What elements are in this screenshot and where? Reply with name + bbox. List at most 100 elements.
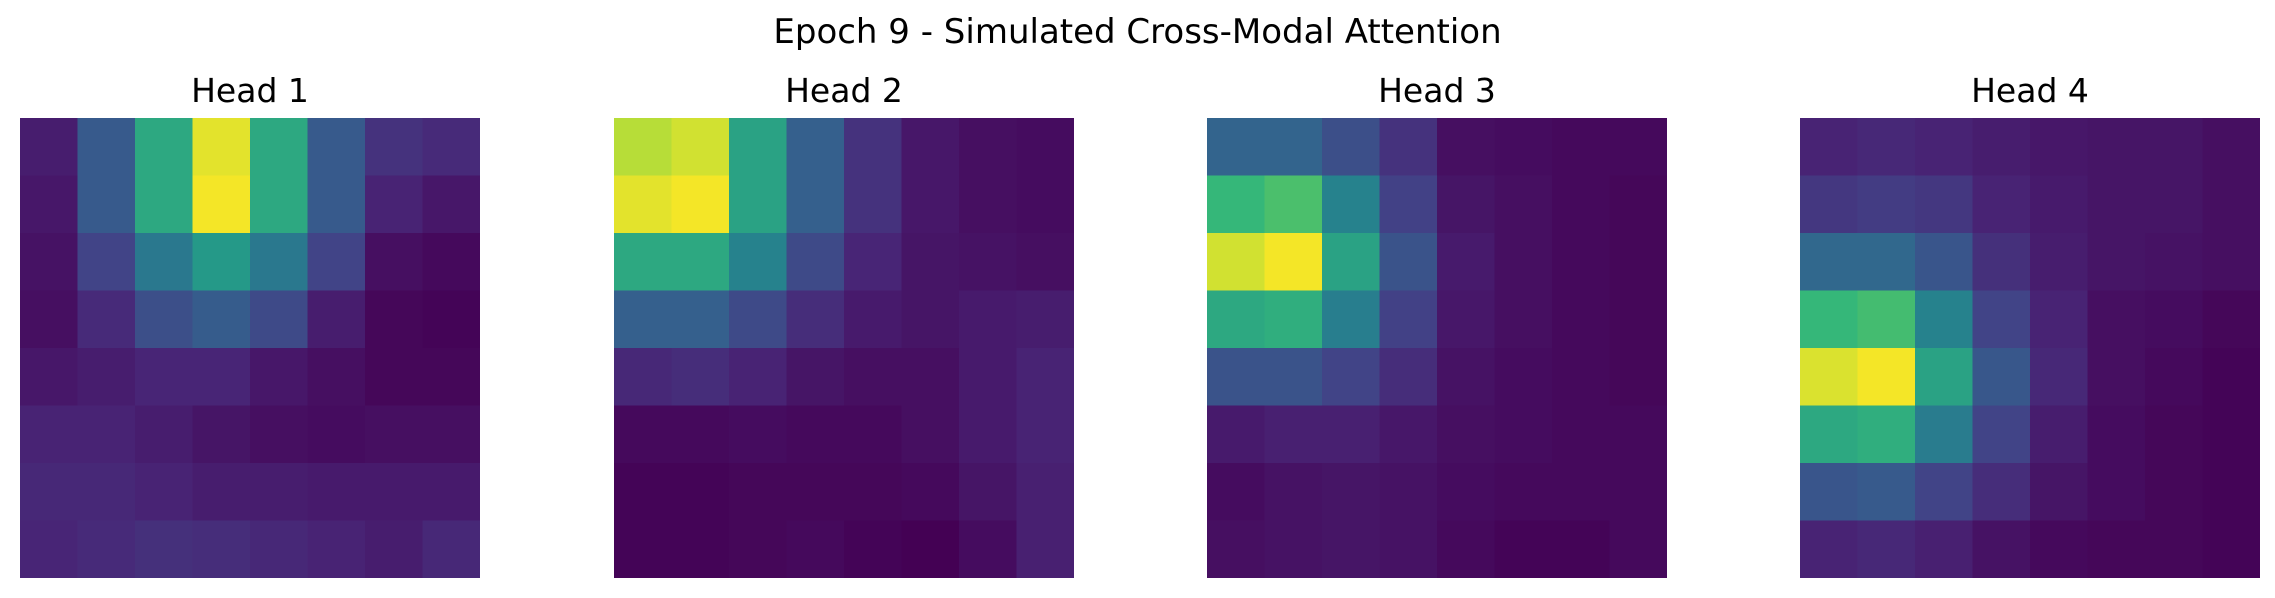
heatmap-1-cell-r6-c3 — [192, 463, 251, 521]
heatmap-2-cell-r0-c7 — [1016, 118, 1074, 176]
heatmap-4-cell-r7-c4 — [2030, 520, 2088, 578]
heatmap-2-cell-r7-c3 — [786, 520, 845, 578]
heatmap-1-cell-r4-c4 — [250, 348, 308, 406]
heatmap-4 — [1800, 118, 2260, 578]
heatmap-4-cell-r1-c1 — [1857, 175, 1916, 234]
heatmap-4-cell-r2-c4 — [2030, 233, 2088, 291]
heatmap-1-cell-r1-c3 — [192, 175, 251, 234]
heatmap-1-cell-r2-c0 — [20, 233, 78, 291]
heatmap-3-cell-r3-c6 — [1552, 290, 1610, 349]
heatmap-2 — [614, 118, 1074, 578]
heatmap-4-cell-r0-c0 — [1800, 118, 1858, 176]
heatmap-1-cell-r4-c1 — [77, 348, 136, 406]
heatmap-4-cell-r4-c1 — [1857, 348, 1916, 406]
heatmap-3-cell-r5-c7 — [1609, 405, 1667, 464]
heatmap-4-cell-r3-c1 — [1857, 290, 1916, 349]
heatmap-2-cell-r6-c6 — [959, 463, 1017, 521]
heatmap-1-cell-r4-c6 — [365, 348, 423, 406]
heatmap-1-cell-r7-c2 — [135, 520, 193, 578]
heatmap-4-cell-r4-c0 — [1800, 348, 1858, 406]
heatmap-3-cell-r0-c0 — [1207, 118, 1265, 176]
heatmap-3-cell-r1-c0 — [1207, 175, 1265, 234]
heatmap-3-cell-r3-c5 — [1494, 290, 1553, 349]
heatmap-4-cell-r2-c1 — [1857, 233, 1916, 291]
heatmap-3-cell-r6-c7 — [1609, 463, 1667, 521]
heatmap-2-cell-r1-c5 — [901, 175, 960, 234]
heatmap-3-cell-r7-c7 — [1609, 520, 1667, 578]
heatmap-4-cell-r6-c2 — [1915, 463, 1973, 521]
heatmap-3-cell-r1-c6 — [1552, 175, 1610, 234]
heatmap-1-cell-r0-c4 — [250, 118, 308, 176]
heatmap-4-cell-r5-c1 — [1857, 405, 1916, 464]
heatmap-2-cell-r5-c4 — [844, 405, 902, 464]
heatmap-3-cell-r7-c2 — [1322, 520, 1380, 578]
heatmap-2-cell-r5-c2 — [729, 405, 787, 464]
heatmap-2-cell-r1-c0 — [614, 175, 672, 234]
heatmap-3-cell-r5-c1 — [1264, 405, 1323, 464]
heatmap-1-cell-r4-c2 — [135, 348, 193, 406]
heatmap-2-cell-r3-c6 — [959, 290, 1017, 349]
heatmap-2-cell-r2-c2 — [729, 233, 787, 291]
heatmap-4-cell-r0-c4 — [2030, 118, 2088, 176]
heatmap-4-cell-r6-c7 — [2202, 463, 2260, 521]
heatmap-4-cell-r4-c3 — [1972, 348, 2031, 406]
heatmap-1-cell-r6-c5 — [307, 463, 366, 521]
heatmap-1-cell-r2-c3 — [192, 233, 251, 291]
heatmap-1-cell-r0-c0 — [20, 118, 78, 176]
panel-title-4: Head 4 — [1971, 71, 2089, 110]
heatmap-4-cell-r1-c5 — [2087, 175, 2146, 234]
heatmap-2-cell-r5-c5 — [901, 405, 960, 464]
heatmap-1-cell-r3-c4 — [250, 290, 308, 349]
heatmap-1-cell-r5-c2 — [135, 405, 193, 464]
heatmap-3-cell-r6-c3 — [1379, 463, 1438, 521]
heatmap-4-cell-r3-c6 — [2145, 290, 2203, 349]
heatmap-3-cell-r6-c6 — [1552, 463, 1610, 521]
heatmap-4-cell-r6-c5 — [2087, 463, 2146, 521]
heatmap-3-cell-r2-c5 — [1494, 233, 1553, 291]
heatmap-3-cell-r7-c6 — [1552, 520, 1610, 578]
heatmap-1-cell-r1-c0 — [20, 175, 78, 234]
heatmap-3-cell-r3-c2 — [1322, 290, 1380, 349]
heatmap-1-cell-r1-c2 — [135, 175, 193, 234]
heatmap-4-cell-r4-c7 — [2202, 348, 2260, 406]
heatmap-4-cell-r3-c5 — [2087, 290, 2146, 349]
heatmap-1-cell-r3-c5 — [307, 290, 366, 349]
heatmap-2-cell-r7-c0 — [614, 520, 672, 578]
heatmap-4-cell-r1-c3 — [1972, 175, 2031, 234]
heatmap-2-cell-r6-c0 — [614, 463, 672, 521]
heatmap-2-cell-r5-c1 — [671, 405, 730, 464]
panel-title-3: Head 3 — [1378, 71, 1496, 110]
heatmap-panel-2: Head 2 — [614, 70, 1074, 578]
heatmap-1-cell-r6-c0 — [20, 463, 78, 521]
heatmap-1-cell-r7-c4 — [250, 520, 308, 578]
heatmap-3-cell-r5-c4 — [1437, 405, 1495, 464]
heatmap-2-cell-r0-c2 — [729, 118, 787, 176]
heatmap-2-cell-r2-c6 — [959, 233, 1017, 291]
heatmap-3-cell-r4-c1 — [1264, 348, 1323, 406]
heatmap-1-cell-r3-c3 — [192, 290, 251, 349]
heatmap-2-cell-r4-c5 — [901, 348, 960, 406]
heatmap-4-cell-r3-c0 — [1800, 290, 1858, 349]
heatmap-2-cell-r4-c2 — [729, 348, 787, 406]
heatmap-2-cell-r2-c7 — [1016, 233, 1074, 291]
heatmap-4-cell-r0-c2 — [1915, 118, 1973, 176]
heatmap-1-cell-r7-c1 — [77, 520, 136, 578]
heatmap-2-cell-r2-c1 — [671, 233, 730, 291]
heatmap-3-cell-r0-c7 — [1609, 118, 1667, 176]
heatmap-1-cell-r7-c5 — [307, 520, 366, 578]
heatmap-1-cell-r4-c0 — [20, 348, 78, 406]
heatmap-1-cell-r4-c7 — [422, 348, 480, 406]
heatmap-1-cell-r2-c1 — [77, 233, 136, 291]
heatmap-3-cell-r1-c2 — [1322, 175, 1380, 234]
heatmap-2-cell-r1-c4 — [844, 175, 902, 234]
heatmap-2-cell-r7-c4 — [844, 520, 902, 578]
heatmap-2-cell-r2-c5 — [901, 233, 960, 291]
heatmap-4-cell-r1-c2 — [1915, 175, 1973, 234]
heatmap-2-cell-r4-c3 — [786, 348, 845, 406]
heatmap-3-cell-r7-c1 — [1264, 520, 1323, 578]
heatmap-4-cell-r5-c0 — [1800, 405, 1858, 464]
heatmap-1-cell-r1-c7 — [422, 175, 480, 234]
heatmap-3-cell-r3-c4 — [1437, 290, 1495, 349]
heatmap-2-cell-r7-c7 — [1016, 520, 1074, 578]
